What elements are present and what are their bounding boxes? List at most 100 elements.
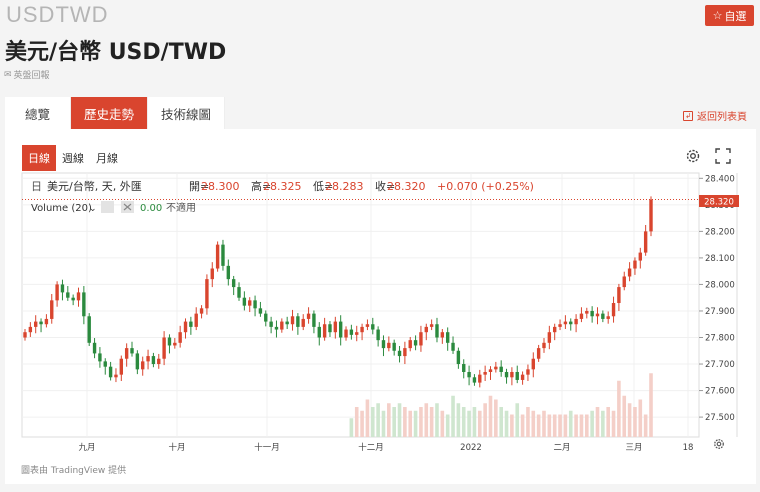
candle-body [242,297,247,306]
candle-body [606,316,610,319]
volume-bar [520,414,525,437]
candle-body [504,371,509,378]
x-tick-label: 2022 [460,443,482,453]
legend-close-label: 收= [375,179,395,193]
candle-body [108,366,113,378]
candle-body [456,350,461,365]
tab-monthly[interactable]: 月線 [96,152,118,165]
candle-body [590,310,594,317]
candle-body [499,366,503,372]
volume-bar [370,407,375,437]
candle-body [178,332,182,343]
volume-settings-icon[interactable] [101,201,114,213]
volume-dropdown-icon[interactable]: ⌄ [89,204,97,214]
candle-body [494,366,498,370]
candle-body [638,252,642,261]
volume-bar [601,410,605,437]
fullscreen-icon[interactable] [714,147,732,165]
candle-body [643,231,648,253]
candle-body [66,292,70,298]
candle-body [215,244,220,269]
candle-body [467,371,471,378]
back-to-list-link[interactable]: ↲ 返回列表頁 [683,108,747,123]
volume-bar [595,407,600,437]
volume-bar [504,410,509,437]
candle-body [338,321,343,338]
candle-body [253,300,257,309]
volume-bar [627,403,632,437]
y-tick-label: 27.500 [705,413,735,423]
candle-body [531,358,535,370]
volume-na: 不適用 [166,201,196,214]
chart-panel: 日線 週線 月線 28.40028.30028.20028.10028.0002… [5,129,756,484]
candle-body [601,313,605,319]
collapse-icon[interactable]: 日 [31,180,42,193]
candle-body [355,332,359,335]
candle-body [258,308,263,314]
candle-body [526,369,530,375]
candle-body [167,337,172,346]
y-tick-label: 28.200 [705,227,735,237]
tab-daily[interactable]: 日線 [22,145,56,171]
x-tick-label: 三月 [625,443,642,453]
tab-technical-chart[interactable]: 技術線圖 [148,97,226,129]
tab-overview[interactable]: 總覽 [5,97,72,129]
tab-history[interactable]: 歷史走勢 [71,97,149,129]
candle-body [488,369,493,372]
candle-body [146,356,150,362]
candle-body [296,316,300,327]
volume-bar [542,410,546,437]
candle-body [633,260,637,269]
candle-body [50,300,54,319]
y-tick-label: 28.400 [705,174,735,184]
candle-body [360,326,364,333]
candle-body [515,371,519,380]
candle-body [376,329,380,341]
candle-body [306,313,311,319]
tab-weekly[interactable]: 週線 [62,152,84,165]
candle-body [221,244,225,266]
volume-bar [365,399,370,437]
last-price-label: 28.320 [704,198,734,208]
volume-bar [445,414,450,437]
volume-bar [488,395,493,437]
volume-bar [563,414,568,437]
volume-bar [387,403,391,437]
y-tick-label: 27.700 [705,360,735,370]
report-label: 英盤回報 [13,71,50,81]
candle-body [595,313,600,317]
candle-body [210,268,214,280]
candle-body [381,340,386,349]
legend-high-label: 高= [251,179,271,193]
candle-body [151,356,156,365]
chart-settings-icon[interactable] [714,439,724,449]
legend-close: 28.320 [387,180,426,193]
volume-bar [547,414,552,437]
candle-body [520,374,525,380]
candle-body [317,326,321,338]
volume-value: 0.00 [140,203,162,214]
star-icon: ☆ [712,9,723,22]
candle-body [189,321,193,327]
candle-body [440,332,445,338]
report-link[interactable]: ✉ 英盤回報 [4,68,50,82]
x-tick-label: 九月 [78,443,95,453]
candle-body [248,300,252,306]
settings-icon[interactable] [684,147,702,165]
candlestick-chart[interactable]: 28.400 28.300 28.200 28.100 28.000 27.900 27.8… [5,129,756,484]
volume-bar [590,410,594,437]
volume-bar [558,414,562,437]
volume-bar [413,410,418,437]
candle-body [563,321,568,325]
candle-body [194,313,198,327]
volume-bar [531,410,536,437]
candle-body [28,326,33,333]
volume-bar [451,395,455,437]
x-tick-label: 十二月 [358,442,384,453]
candle-body [124,348,129,359]
candle-body [76,292,81,301]
candle-body [397,350,402,357]
candle-body [445,332,450,343]
add-favorite-button[interactable]: ☆ 自選 [705,5,754,26]
candle-body [44,318,49,325]
